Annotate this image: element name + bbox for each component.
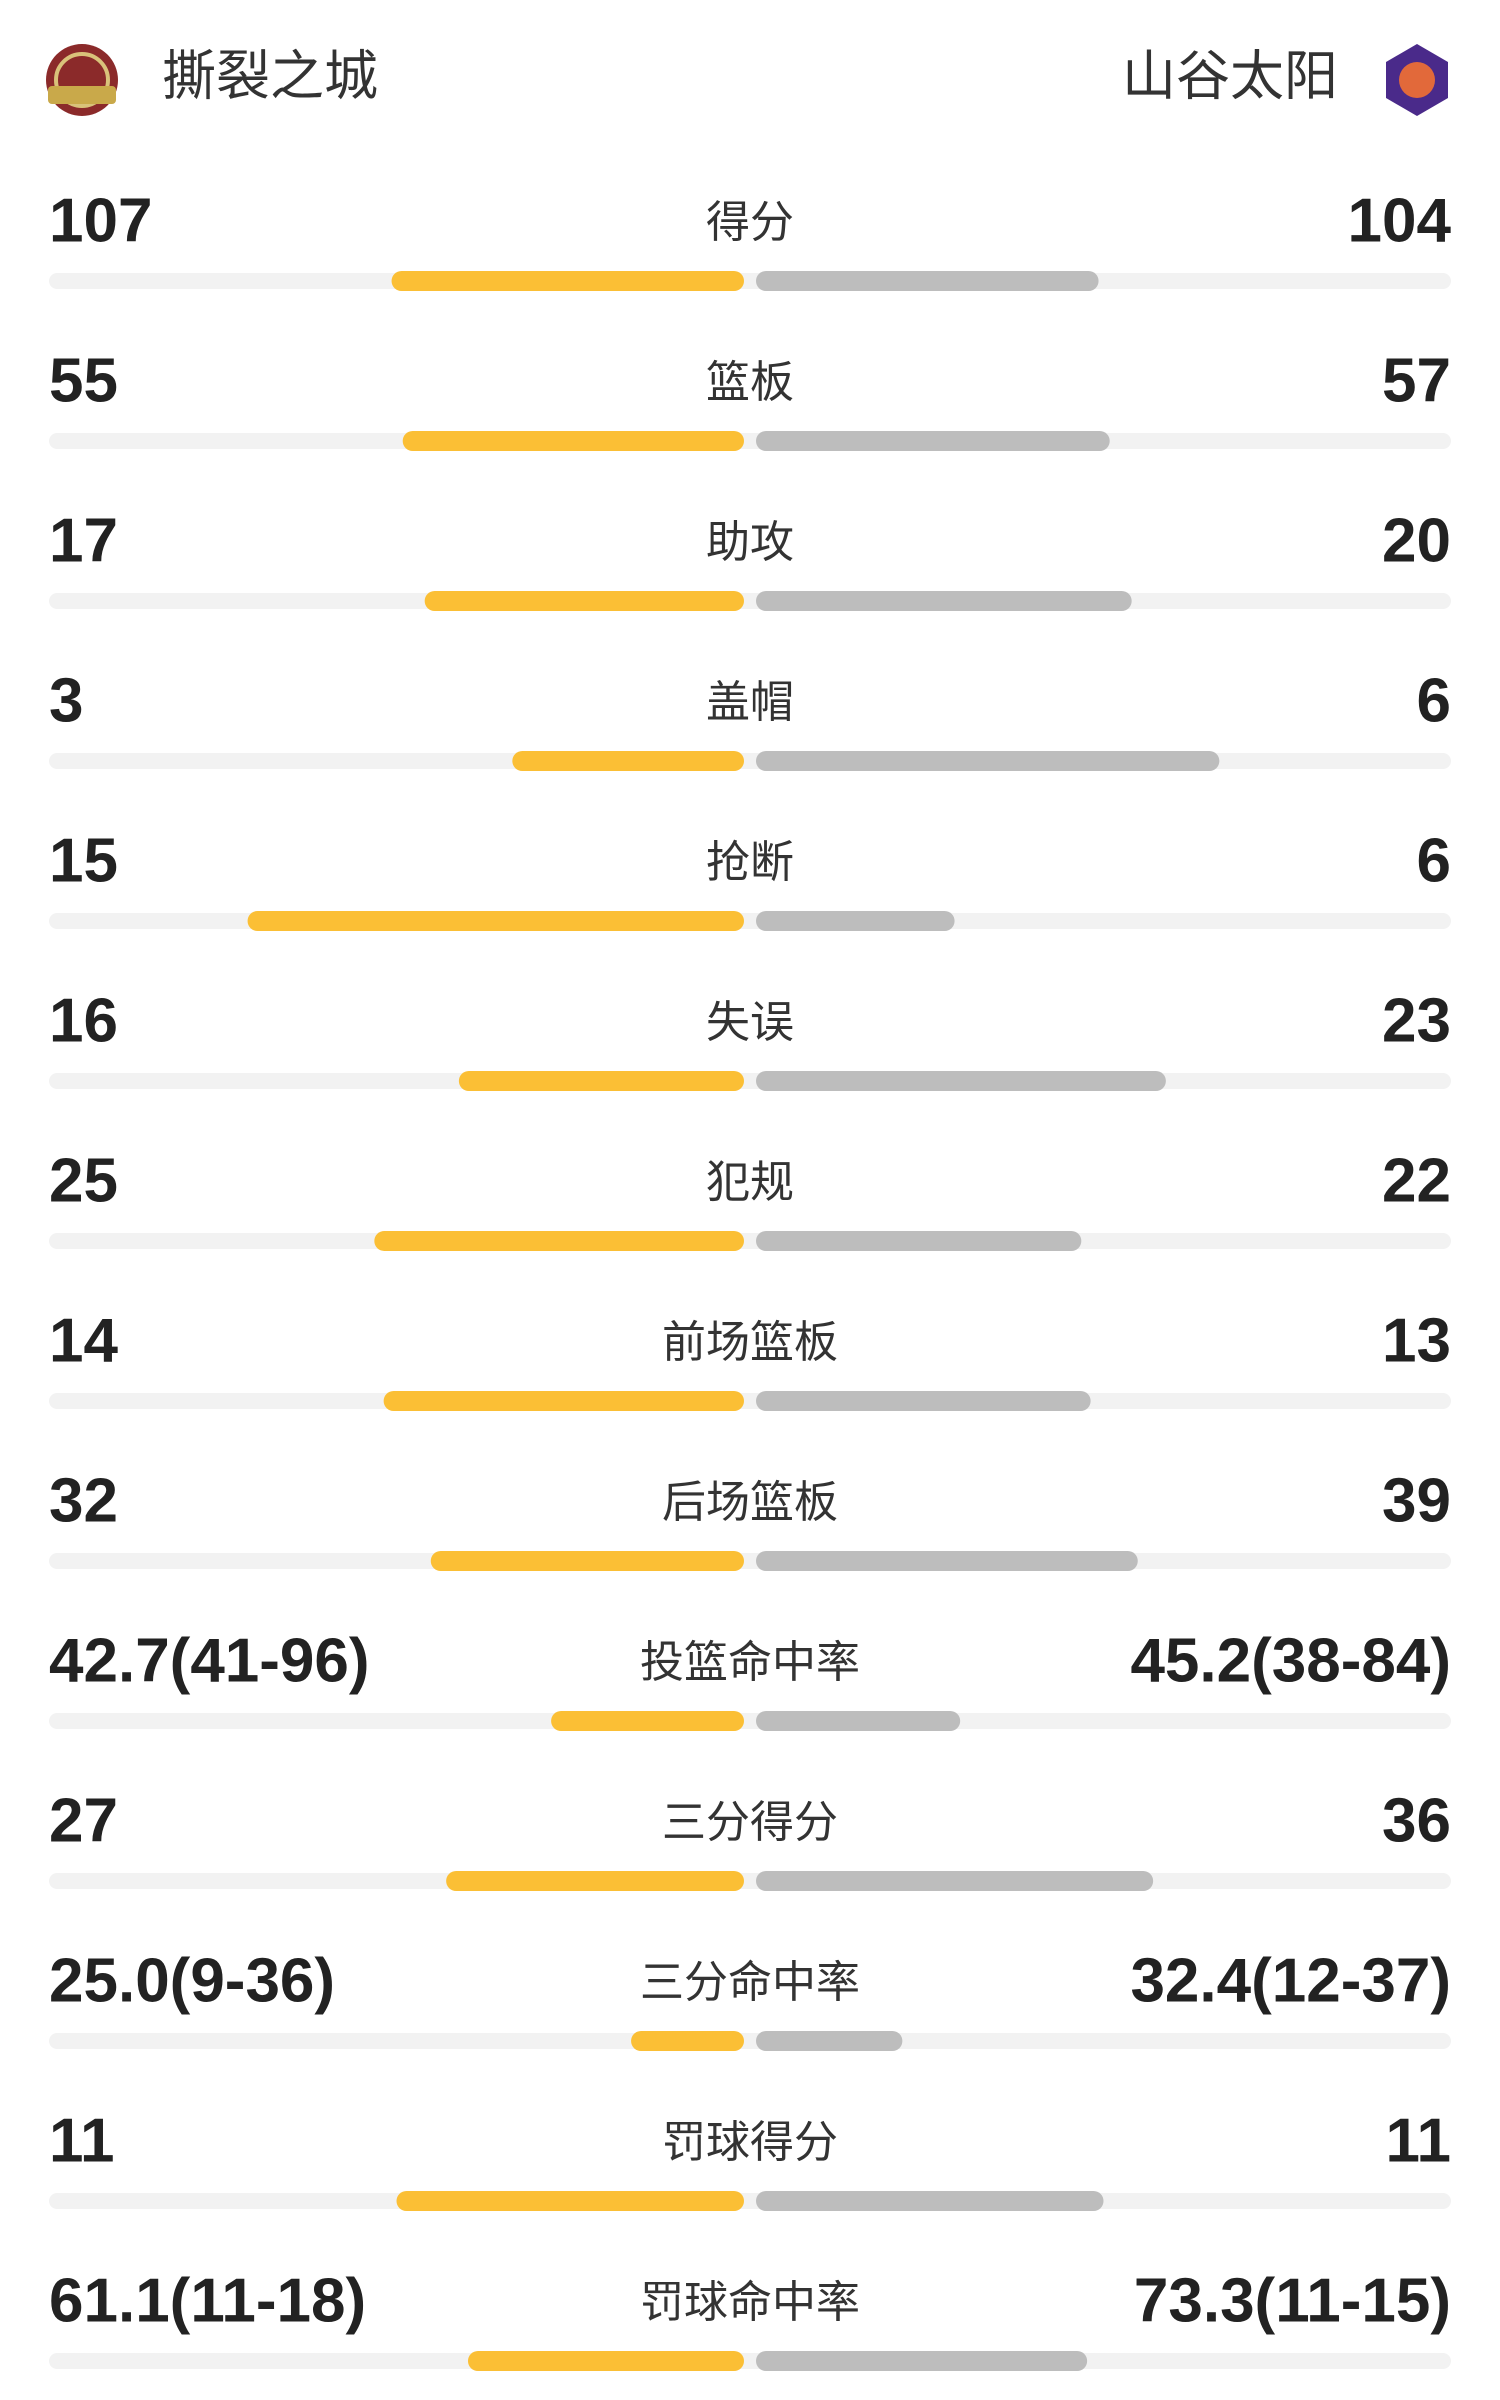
away-value: 6: [1417, 826, 1451, 895]
home-value: 27: [49, 1786, 118, 1855]
stat-label: 抢断: [706, 837, 794, 888]
bar-track: [49, 2193, 1451, 2209]
home-team: 撕裂之城: [162, 45, 378, 108]
home-bar: [512, 751, 744, 771]
stat-label: 失误: [706, 997, 794, 1048]
home-value: 61.1(11-18): [49, 2266, 366, 2335]
home-value: 107: [49, 186, 152, 255]
home-bar: [631, 2031, 744, 2051]
bar-track: [49, 2353, 1451, 2369]
bar-track: [49, 2033, 1451, 2049]
bar-track: [49, 1873, 1451, 1889]
away-value: 32.4(12-37): [1130, 1946, 1451, 2015]
away-value: 22: [1382, 1146, 1451, 1215]
away-bar: [756, 2191, 1104, 2211]
home-value: 16: [49, 986, 118, 1055]
away-bar: [756, 271, 1099, 291]
away-bar: [756, 431, 1110, 451]
bar-track: [49, 1553, 1451, 1569]
away-bar: [756, 1231, 1082, 1251]
home-value: 32: [49, 1466, 118, 1535]
away-bar: [756, 2031, 903, 2051]
away-value: 36: [1382, 1786, 1451, 1855]
stat-label: 得分: [706, 197, 794, 248]
home-value: 25.0(9-36): [49, 1946, 335, 2015]
away-bar: [756, 1551, 1138, 1571]
home-logo: [46, 44, 118, 116]
home-value: 3: [49, 666, 83, 735]
bar-track: [49, 433, 1451, 449]
away-bar: [756, 751, 1220, 771]
away-value: 23: [1382, 986, 1451, 1055]
home-bar: [467, 2351, 744, 2371]
away-value: 45.2(38-84): [1130, 1626, 1451, 1695]
away-bar: [756, 1871, 1154, 1891]
away-team: 山谷太阳: [1122, 45, 1338, 108]
stat-label: 三分命中率: [640, 1957, 860, 2008]
away-value: 11: [1385, 2106, 1451, 2175]
home-bar: [430, 1551, 744, 1571]
home-bar: [402, 431, 744, 451]
home-value: 15: [49, 826, 118, 895]
home-bar: [458, 1071, 744, 1091]
home-bar: [247, 911, 745, 931]
away-bar: [756, 2351, 1088, 2371]
home-value: 11: [49, 2106, 115, 2175]
home-bar: [424, 591, 744, 611]
stat-label: 罚球命中率: [640, 2277, 860, 2328]
away-value: 13: [1382, 1306, 1451, 1375]
stat-label: 三分得分: [662, 1797, 838, 1848]
home-value: 55: [49, 346, 118, 415]
away-logo: [1386, 44, 1448, 116]
away-value: 20: [1382, 506, 1451, 575]
stat-label: 盖帽: [706, 677, 794, 728]
home-bar: [551, 1711, 744, 1731]
stat-label: 助攻: [706, 517, 794, 568]
away-bar: [756, 1071, 1166, 1091]
away-bar: [756, 591, 1132, 611]
away-value: 39: [1382, 1466, 1451, 1535]
away-value: 104: [1348, 186, 1452, 255]
home-bar: [446, 1871, 744, 1891]
away-bar: [756, 911, 955, 931]
home-value: 14: [49, 1306, 118, 1375]
home-bar: [383, 1391, 744, 1411]
stat-label: 后场篮板: [662, 1477, 838, 1528]
bar-track: [49, 1233, 1451, 1249]
home-bar: [374, 1231, 744, 1251]
bar-track: [49, 273, 1451, 289]
away-value: 6: [1417, 666, 1451, 735]
stat-label: 篮板: [706, 357, 794, 408]
bar-track: [49, 593, 1451, 609]
away-bar: [756, 1391, 1091, 1411]
stat-label: 罚球得分: [662, 2117, 838, 2168]
away-value: 73.3(11-15): [1134, 2266, 1451, 2335]
home-bar: [396, 2191, 744, 2211]
stat-label: 前场篮板: [662, 1317, 838, 1368]
bar-track: [49, 1073, 1451, 1089]
home-value: 25: [49, 1146, 118, 1215]
bar-track: [49, 1393, 1451, 1409]
away-bar: [756, 1711, 961, 1731]
home-value: 42.7(41-96): [49, 1626, 370, 1695]
stat-label: 投篮命中率: [640, 1637, 860, 1688]
bar-track: [49, 753, 1451, 769]
away-value: 57: [1382, 346, 1451, 415]
home-value: 17: [49, 506, 118, 575]
home-bar: [391, 271, 744, 291]
bar-track: [49, 1713, 1451, 1729]
stat-label: 犯规: [706, 1157, 794, 1208]
